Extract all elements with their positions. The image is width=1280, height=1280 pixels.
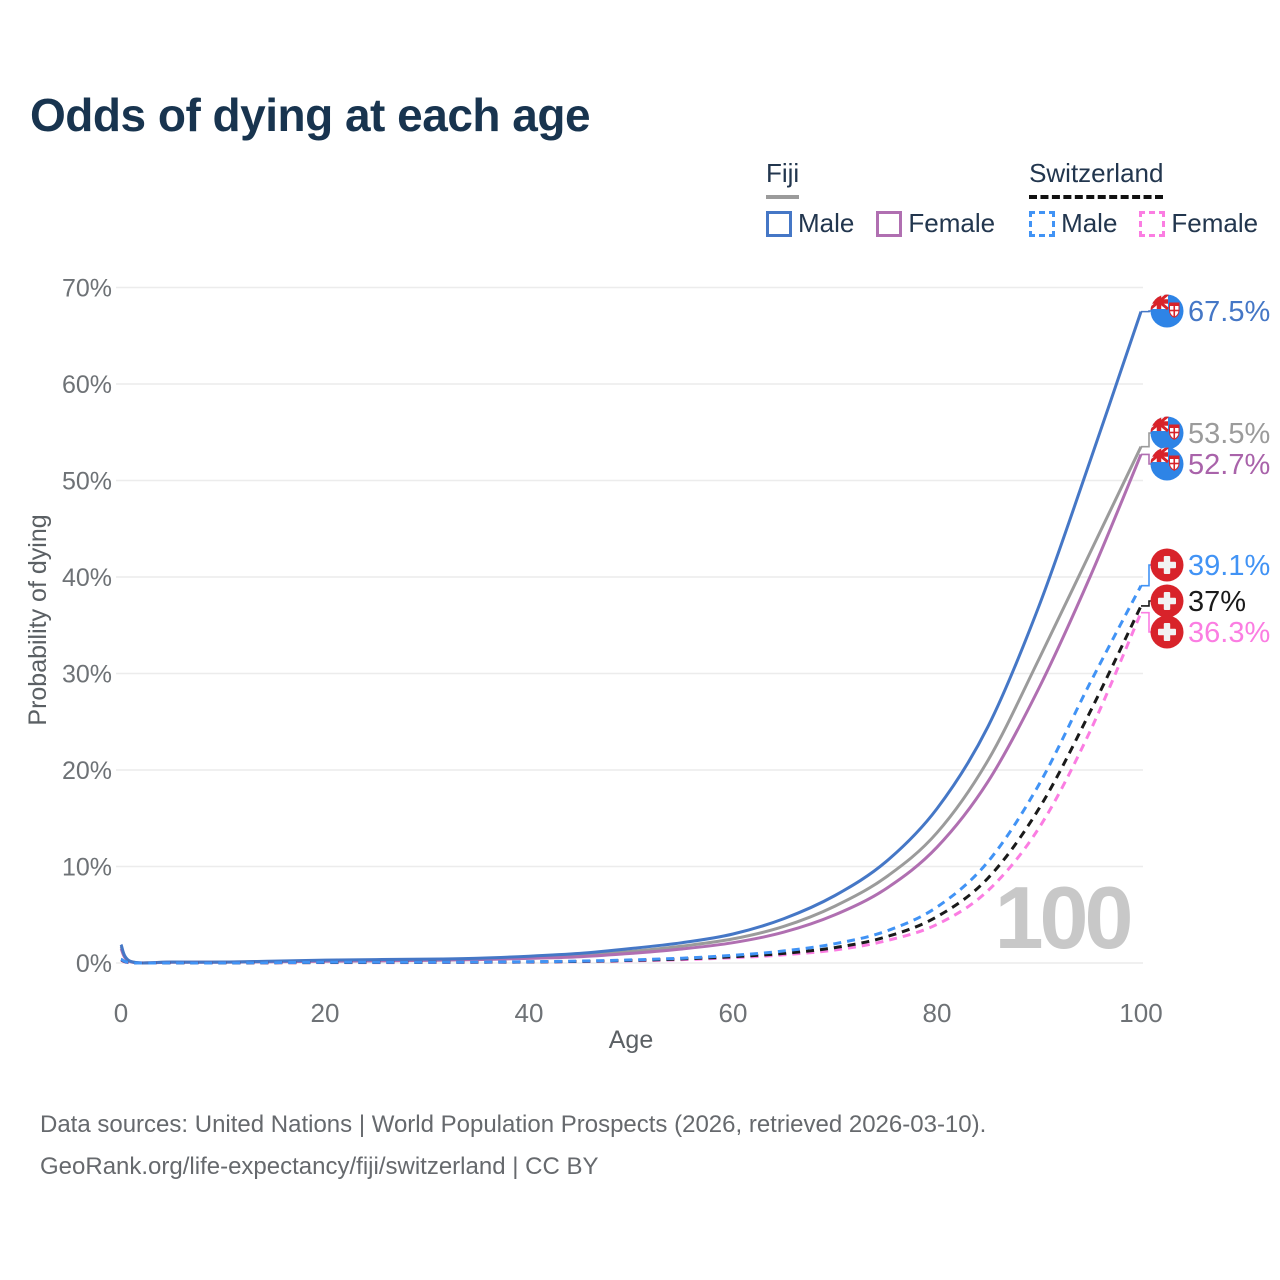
fiji-flag-icon	[1150, 447, 1184, 481]
legend-items-switzerland: Male Female	[1029, 208, 1258, 239]
union-jack-quadrant	[1150, 294, 1169, 311]
age-watermark: 100	[995, 868, 1131, 967]
legend-swatch-fiji-female	[876, 210, 903, 237]
y-tick-label: 10%	[62, 854, 112, 882]
y-tick-label: 50%	[62, 468, 112, 496]
legend-swatch-switzerland-female	[1139, 210, 1166, 237]
y-tick-label: 70%	[62, 275, 112, 303]
switzerland-flag-icon	[1150, 615, 1184, 649]
x-tick-label: 60	[719, 998, 748, 1028]
x-tick-label: 40	[515, 998, 544, 1028]
legend-items-fiji: Male Female	[766, 208, 995, 239]
legend-label-fiji-female: Female	[908, 208, 996, 238]
footer: Data sources: United Nations | World Pop…	[40, 1104, 986, 1188]
y-tick-label: 0%	[76, 950, 112, 978]
x-tick-label: 20	[311, 998, 340, 1028]
union-jack-quadrant	[1150, 447, 1169, 464]
legend-label-fiji-male: Male	[798, 208, 855, 238]
legend-item-fiji-female[interactable]: Female	[876, 208, 995, 239]
legend-item-switzerland-female[interactable]: Female	[1139, 208, 1258, 239]
series-line-fiji-female[interactable]	[119, 453, 1143, 965]
footer-link[interactable]: GeoRank.org/life-expectancy/fiji/switzer…	[40, 1153, 599, 1180]
y-axis-title: Probability of dying	[24, 514, 52, 725]
y-tick-label: 60%	[62, 371, 112, 399]
end-label-fiji-female[interactable]: 52.7%	[1188, 449, 1270, 481]
y-tick-label: 30%	[62, 661, 112, 689]
legend-item-switzerland-male[interactable]: Male	[1029, 208, 1117, 239]
x-axis-title: Age	[609, 1026, 653, 1054]
legend-label-switzerland-male: Male	[1061, 208, 1118, 238]
switzerland-flag-icon	[1150, 584, 1184, 618]
legend-group-switzerland: Switzerland Male Female	[1029, 158, 1258, 239]
series-line-fiji-male[interactable]	[119, 311, 1143, 965]
x-tick-label: 80	[923, 998, 952, 1028]
series-line-switzerland-female[interactable]	[120, 612, 1143, 965]
series-line-switzerland-male[interactable]	[120, 585, 1143, 965]
y-tick-label: 40%	[62, 564, 112, 592]
y-tick-label: 20%	[62, 757, 112, 785]
fiji-flag-icon	[1150, 294, 1184, 328]
legend-group-fiji: Fiji Male Female	[766, 158, 995, 239]
series-line-fiji-both[interactable]	[119, 446, 1143, 965]
fiji-shield-chief	[1169, 456, 1179, 459]
x-tick-label: 100	[1119, 998, 1162, 1028]
legend-swatch-fiji-male	[766, 210, 792, 237]
legend-item-fiji-male[interactable]: Male	[766, 208, 854, 239]
page-title: Odds of dying at each age	[30, 89, 591, 141]
legend-swatch-switzerland-male	[1029, 210, 1056, 237]
end-label-switzerland-male[interactable]: 39.1%	[1188, 550, 1270, 582]
union-jack-quadrant	[1150, 416, 1169, 433]
end-label-fiji-both[interactable]: 53.5%	[1188, 418, 1270, 450]
fiji-shield-chief	[1169, 303, 1179, 306]
x-tick-label: 0	[114, 998, 128, 1028]
legend-country-switzerland[interactable]: Switzerland	[1029, 158, 1164, 199]
swiss-cross-v	[1163, 592, 1171, 610]
end-label-fiji-male[interactable]: 67.5%	[1188, 296, 1270, 328]
footer-sources: Data sources: United Nations | World Pop…	[40, 1111, 987, 1138]
legend: Fiji Male Female Switzerland Male Female	[766, 158, 1258, 239]
end-label-switzerland-both[interactable]: 37%	[1188, 586, 1246, 618]
legend-country-fiji[interactable]: Fiji	[766, 158, 800, 199]
legend-label-switzerland-female: Female	[1171, 208, 1259, 238]
swiss-cross-v	[1163, 623, 1171, 641]
end-label-switzerland-female[interactable]: 36.3%	[1188, 617, 1270, 649]
fiji-shield-chief	[1169, 425, 1179, 428]
swiss-cross-v	[1163, 556, 1171, 574]
fiji-flag-icon	[1150, 416, 1184, 450]
switzerland-flag-icon	[1150, 548, 1184, 582]
series-line-switzerland-both[interactable]	[120, 605, 1143, 965]
